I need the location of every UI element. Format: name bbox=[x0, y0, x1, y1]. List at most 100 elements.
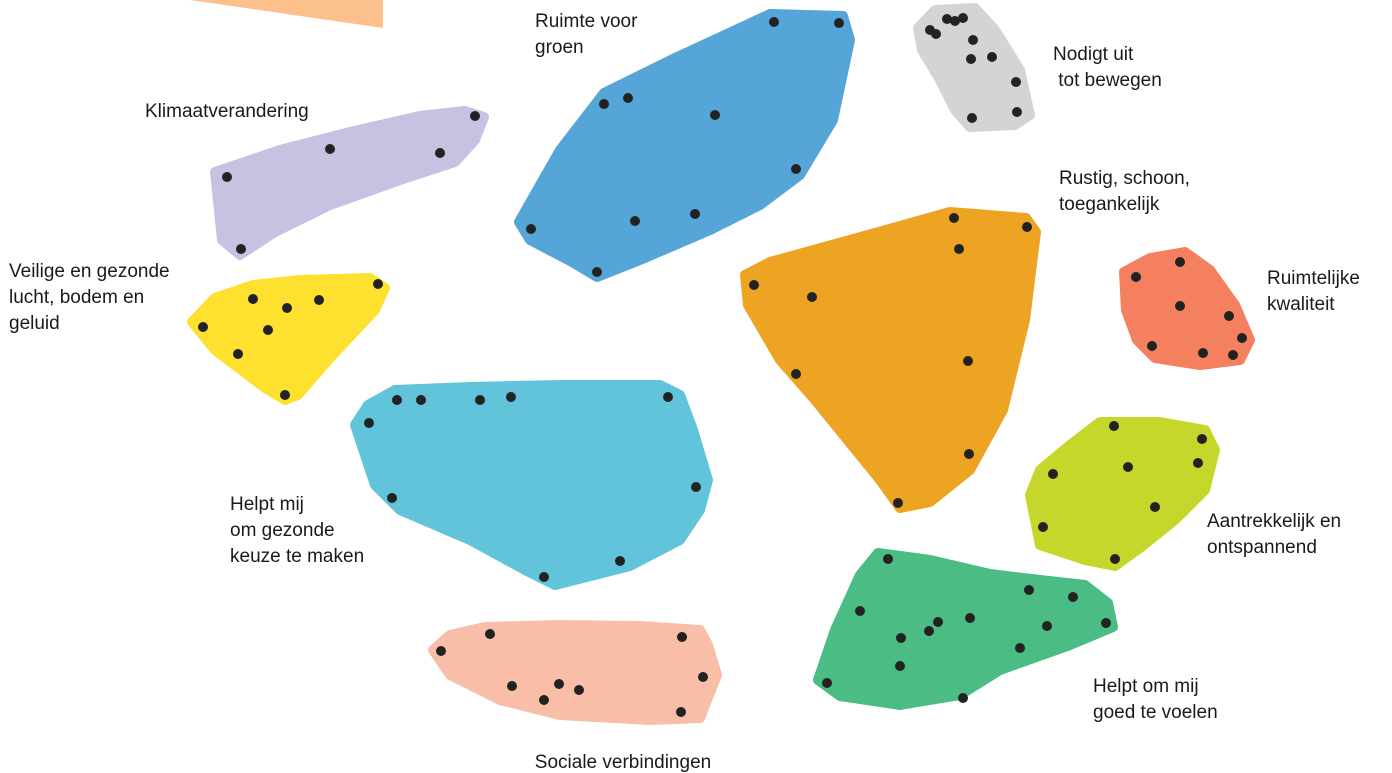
cluster-label-line: toegankelijk bbox=[1059, 194, 1160, 215]
data-point bbox=[966, 54, 976, 64]
data-point bbox=[690, 209, 700, 219]
data-point bbox=[574, 685, 584, 695]
data-point bbox=[933, 617, 943, 627]
data-point bbox=[282, 303, 292, 313]
data-point bbox=[964, 449, 974, 459]
cluster-label-line: lucht, bodem en bbox=[9, 287, 144, 308]
data-point bbox=[435, 148, 445, 158]
data-point bbox=[1197, 434, 1207, 444]
data-point bbox=[248, 294, 258, 304]
data-point bbox=[1147, 341, 1157, 351]
data-point bbox=[883, 554, 893, 564]
cluster-shape-veilige-en-gezonde-lucht bbox=[187, 273, 390, 405]
data-point bbox=[1101, 618, 1111, 628]
cluster-label-line: Helpt om mij bbox=[1093, 676, 1199, 697]
data-point bbox=[387, 493, 397, 503]
cluster-label-line: groen bbox=[535, 37, 584, 58]
cluster-label-line: Ruimtelijke bbox=[1267, 268, 1360, 289]
data-point bbox=[698, 672, 708, 682]
cluster-ruimte-voor-groen bbox=[514, 9, 855, 282]
data-point bbox=[924, 626, 934, 636]
data-point bbox=[592, 267, 602, 277]
cluster-label-aantrekkelijk-en-ontspannend: Aantrekkelijk en ontspannend bbox=[1207, 511, 1341, 558]
data-point bbox=[949, 213, 959, 223]
data-point bbox=[506, 392, 516, 402]
data-point bbox=[554, 679, 564, 689]
data-point bbox=[222, 172, 232, 182]
data-point bbox=[599, 99, 609, 109]
cluster-aantrekkelijk-en-ontspannend bbox=[1025, 417, 1220, 571]
data-point bbox=[1011, 77, 1021, 87]
cluster-label-line: tot bewegen bbox=[1053, 70, 1162, 91]
data-point bbox=[893, 498, 903, 508]
cluster-label-ruimte-voor-groen: Ruimte voor groen bbox=[535, 11, 638, 58]
cluster-label-line: Klimaatverandering bbox=[145, 101, 309, 122]
corner-decoration-shape bbox=[190, 0, 383, 28]
data-point bbox=[539, 695, 549, 705]
cluster-label-ruimtelijke-kwaliteit: Ruimtelijke kwaliteit bbox=[1267, 268, 1360, 315]
cluster-shape-helpt-mij-gezonde-keuze bbox=[350, 380, 713, 590]
cluster-label-line: ontspannend bbox=[1207, 537, 1317, 558]
data-point bbox=[1228, 350, 1238, 360]
cluster-shape-ruimtelijke-kwaliteit bbox=[1119, 247, 1255, 370]
data-point bbox=[967, 113, 977, 123]
data-point bbox=[958, 13, 968, 23]
cluster-klimaatverandering bbox=[210, 106, 489, 260]
data-point bbox=[1012, 107, 1022, 117]
cluster-label-nodigt-uit-tot-bewegen: Nodigt uit tot bewegen bbox=[1053, 44, 1162, 91]
cluster-nodigt-uit-tot-bewegen bbox=[913, 3, 1035, 132]
data-point bbox=[526, 224, 536, 234]
data-point bbox=[1022, 222, 1032, 232]
cluster-label-klimaatverandering: Klimaatverandering bbox=[145, 101, 309, 122]
data-point bbox=[807, 292, 817, 302]
data-point bbox=[1237, 333, 1247, 343]
cluster-label-veilige-en-gezonde-lucht: Veilige en gezonde lucht, bodem en geluid bbox=[9, 261, 170, 334]
data-point bbox=[895, 661, 905, 671]
data-point bbox=[280, 390, 290, 400]
data-point bbox=[958, 693, 968, 703]
cluster-label-line: Rustig, schoon, bbox=[1059, 168, 1190, 189]
cluster-helpt-mij-gezonde-keuze bbox=[350, 380, 713, 590]
data-point bbox=[896, 633, 906, 643]
data-point bbox=[676, 707, 686, 717]
data-point bbox=[233, 349, 243, 359]
data-point bbox=[236, 244, 246, 254]
cluster-sociale-verbindingen bbox=[428, 620, 722, 725]
cluster-veilige-en-gezonde-lucht bbox=[187, 273, 390, 405]
data-point bbox=[539, 572, 549, 582]
cluster-label-rustig-schoon-toegankelijk: Rustig, schoon, toegankelijk bbox=[1059, 168, 1190, 215]
data-point bbox=[1048, 469, 1058, 479]
data-point bbox=[1024, 585, 1034, 595]
data-point bbox=[314, 295, 324, 305]
cluster-shape-ruimte-voor-groen bbox=[514, 9, 855, 282]
cluster-shape-aantrekkelijk-en-ontspannend bbox=[1025, 417, 1220, 571]
data-point bbox=[822, 678, 832, 688]
cluster-label-line: goed te voelen bbox=[1093, 702, 1218, 723]
data-point bbox=[263, 325, 273, 335]
data-point bbox=[198, 322, 208, 332]
data-point bbox=[968, 35, 978, 45]
cluster-label-line: Aantrekkelijk en bbox=[1207, 511, 1341, 532]
data-point bbox=[485, 629, 495, 639]
cluster-label-helpt-om-mij-goed-te-voelen: Helpt om mij goed te voelen bbox=[1093, 676, 1218, 723]
data-point bbox=[954, 244, 964, 254]
cluster-shape-nodigt-uit-tot-bewegen bbox=[913, 3, 1035, 132]
data-point bbox=[436, 646, 446, 656]
data-point bbox=[507, 681, 517, 691]
data-point bbox=[1109, 421, 1119, 431]
data-point bbox=[791, 369, 801, 379]
data-point bbox=[987, 52, 997, 62]
data-point bbox=[373, 279, 383, 289]
cluster-label-line: Nodigt uit bbox=[1053, 44, 1134, 65]
data-point bbox=[1015, 643, 1025, 653]
data-point bbox=[677, 632, 687, 642]
cluster-shape-helpt-om-mij-goed-te-voelen bbox=[813, 548, 1118, 710]
data-point bbox=[950, 16, 960, 26]
data-point bbox=[791, 164, 801, 174]
cluster-label-line: Ruimte voor bbox=[535, 11, 638, 32]
data-point bbox=[963, 356, 973, 366]
data-point bbox=[1038, 522, 1048, 532]
cluster-label-helpt-mij-gezonde-keuze: Helpt mij om gezonde keuze te maken bbox=[230, 494, 364, 567]
data-point bbox=[1150, 502, 1160, 512]
